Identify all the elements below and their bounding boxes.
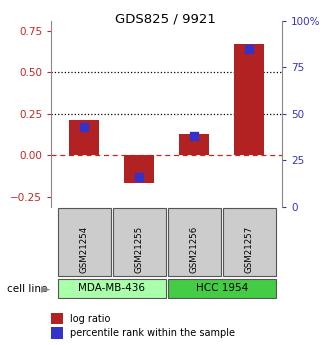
Bar — [223, 208, 276, 276]
Bar — [69, 120, 99, 155]
Text: GSM21254: GSM21254 — [80, 226, 89, 274]
Point — [191, 134, 197, 139]
Bar — [168, 208, 220, 276]
Bar — [51, 327, 63, 339]
Text: ►: ► — [41, 283, 50, 296]
Bar — [58, 208, 111, 276]
Bar — [124, 155, 154, 184]
Text: percentile rank within the sample: percentile rank within the sample — [70, 328, 235, 338]
Bar — [168, 279, 276, 298]
Text: GSM21257: GSM21257 — [245, 226, 254, 274]
Bar — [179, 134, 209, 155]
Text: GSM21256: GSM21256 — [190, 226, 199, 274]
Text: GSM21255: GSM21255 — [135, 226, 144, 274]
Bar — [113, 208, 166, 276]
Text: log ratio: log ratio — [70, 314, 111, 324]
Text: cell line: cell line — [7, 285, 47, 294]
Text: MDA-MB-436: MDA-MB-436 — [78, 284, 145, 293]
Bar — [58, 279, 166, 298]
Text: GDS825 / 9921: GDS825 / 9921 — [115, 12, 215, 25]
Point — [137, 175, 142, 180]
Bar — [234, 44, 264, 155]
Point — [82, 124, 87, 130]
Bar — [51, 313, 63, 324]
Text: HCC 1954: HCC 1954 — [195, 284, 248, 293]
Point — [247, 46, 252, 51]
